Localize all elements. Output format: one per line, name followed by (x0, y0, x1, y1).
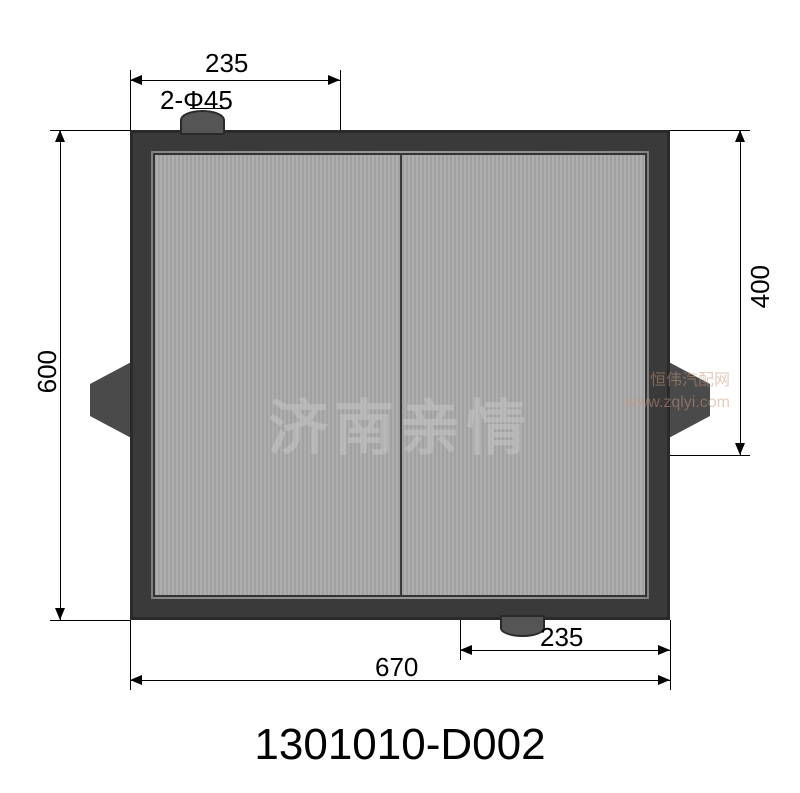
arrow-icon (735, 130, 745, 142)
dim-line-right-400 (740, 130, 741, 455)
arrow-icon (130, 675, 142, 685)
arrow-icon (328, 75, 340, 85)
ext-line (340, 70, 341, 130)
arrow-icon (658, 645, 670, 655)
arrow-icon (658, 675, 670, 685)
arrow-icon (130, 75, 142, 85)
dim-line-top-235 (130, 80, 340, 81)
part-number: 1301010-D002 (0, 720, 800, 770)
dim-inlet-diameter: 2-Φ45 (160, 85, 233, 116)
dim-value-bottom-offset: 235 (540, 622, 583, 653)
radiator-center-seam (400, 153, 402, 597)
watermark-sub-line1: 恒伟汽配网 (650, 372, 730, 389)
page-root: 235 2-Φ45 600 400 235 670 济南亲情 (0, 0, 800, 793)
arrow-icon (55, 608, 65, 620)
mount-bracket-left (90, 360, 135, 440)
radiator-outlet-bottom (500, 615, 545, 637)
radiator-body (130, 130, 670, 620)
arrow-icon (735, 443, 745, 455)
dim-value-top-offset: 235 (205, 48, 248, 79)
arrow-icon (55, 130, 65, 142)
dim-value-width-overall: 670 (375, 652, 418, 683)
watermark-sub-line2: www.zqlyi.com (625, 394, 730, 411)
ext-line (670, 455, 750, 456)
arrow-icon (460, 645, 472, 655)
dim-value-height-right: 400 (745, 265, 776, 308)
ext-line (50, 620, 130, 621)
watermark-sub: 恒伟汽配网 www.zqlyi.com (625, 370, 730, 415)
dim-value-height-overall: 600 (32, 350, 63, 393)
ext-line (670, 620, 671, 690)
